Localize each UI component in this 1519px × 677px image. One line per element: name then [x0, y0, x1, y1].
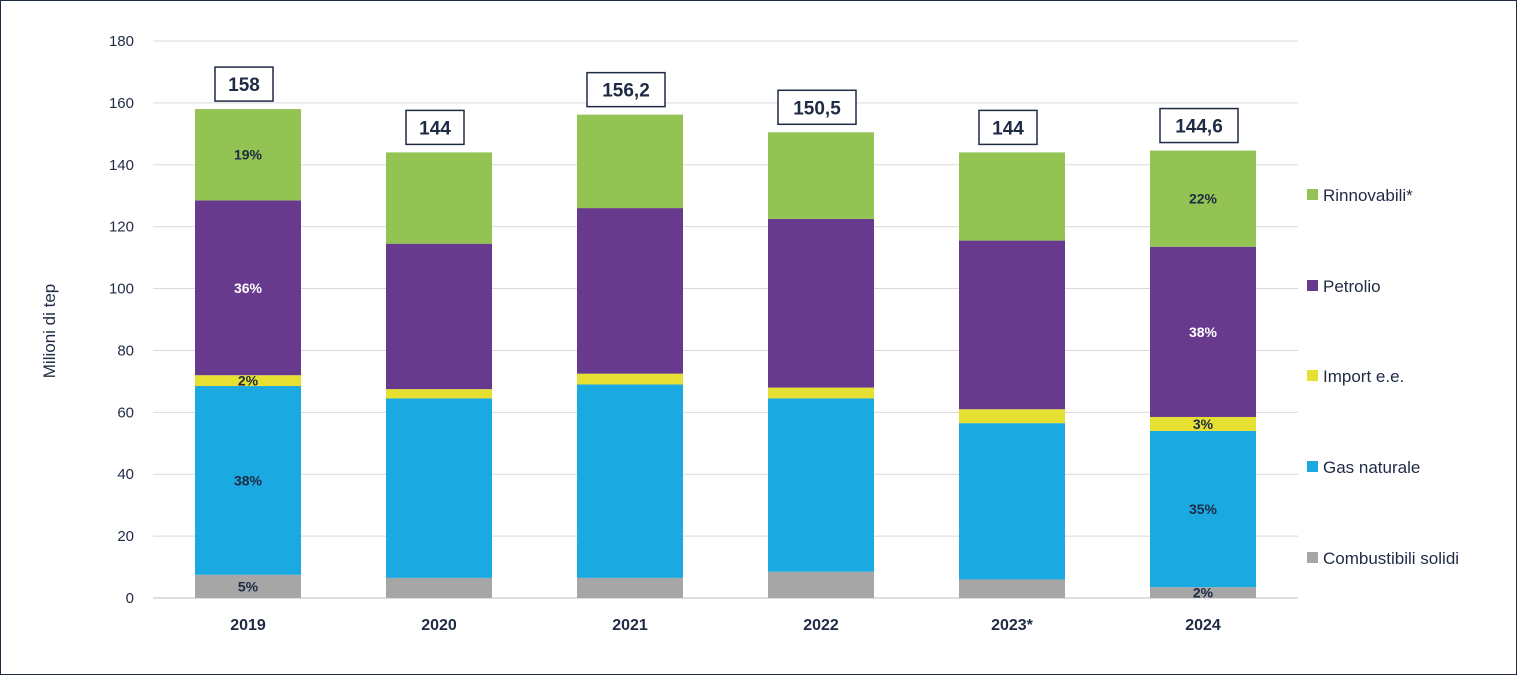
y-axis-title: Milioni di tep [40, 284, 59, 379]
legend-label: Petrolio [1323, 277, 1381, 296]
bar-segment-gas-naturale [386, 398, 492, 578]
y-tick-label: 80 [117, 342, 134, 359]
total-labels: 158 144 156,2 150,5 144 144,6 [214, 66, 1239, 146]
total-value-label: 144 [992, 118, 1024, 139]
bar-segment-petrolio [959, 240, 1065, 410]
bar-segment-rinnovabili- [768, 132, 874, 219]
bar-segment-gas-naturale [195, 386, 301, 575]
bar-segment-import-e-e- [1150, 416, 1256, 431]
total-value-label: 144 [419, 118, 451, 139]
grid-lines [153, 40, 1298, 599]
bars [195, 109, 1256, 598]
bar-segment-gas-naturale [768, 398, 874, 572]
y-tick-label: 40 [117, 466, 134, 483]
bar-segment-import-e-e- [959, 409, 1065, 424]
y-tick-label: 100 [109, 281, 134, 298]
bar-segment-combustibili-solidi [577, 577, 683, 598]
bar-segment-rinnovabili- [386, 152, 492, 244]
y-tick-label: 60 [117, 404, 134, 421]
total-value-box [405, 109, 465, 146]
total-value-label: 150,5 [793, 98, 841, 119]
bar-segment-gas-naturale [1150, 430, 1256, 588]
legend-swatch [1307, 461, 1318, 472]
y-tick-label: 20 [117, 528, 134, 545]
total-value-label: 144,6 [1175, 117, 1223, 138]
bar-segment-gas-naturale [959, 423, 1065, 580]
legend-swatch [1307, 280, 1318, 291]
total-value-box [214, 66, 274, 102]
x-category-label: 2020 [421, 617, 457, 634]
y-tick-label: 180 [109, 33, 134, 50]
segment-percent-label: 38% [234, 472, 263, 488]
total-value-label: 156,2 [602, 81, 650, 102]
bar-segment-combustibili-solidi [195, 574, 301, 598]
x-axis-categories: 2019 2020 2021 2022 2023* 2024 [230, 617, 1221, 634]
bar-segment-combustibili-solidi [959, 579, 1065, 598]
bar-segment-rinnovabili- [195, 109, 301, 201]
y-tick-label: 160 [109, 95, 134, 112]
legend: Rinnovabili* Petrolio Import e.e. Gas natur… [1307, 186, 1459, 568]
bar-segment-import-e-e- [195, 375, 301, 387]
bar-segment-petrolio [577, 208, 683, 374]
total-value-box [978, 109, 1038, 146]
bar-segment-combustibili-solidi [1150, 587, 1256, 598]
y-tick-label: 0 [126, 590, 134, 607]
legend-label: Gas naturale [1323, 458, 1420, 477]
legend-label: Combustibili solidi [1323, 549, 1459, 568]
x-category-label: 2022 [803, 617, 839, 634]
segment-percent-label: 2% [1193, 585, 1214, 601]
total-value-box [777, 89, 857, 126]
bar-segment-import-e-e- [577, 373, 683, 385]
segment-percent-label: 22% [1189, 191, 1218, 207]
bar-segment-rinnovabili- [959, 152, 1065, 241]
total-value-box [1159, 107, 1239, 144]
legend-swatch [1307, 552, 1318, 563]
total-value-box [586, 71, 666, 108]
bar-segment-gas-naturale [577, 384, 683, 578]
segment-percent-label: 19% [234, 147, 263, 163]
segment-percent-label: 38% [1189, 324, 1218, 340]
legend-label: Rinnovabili* [1323, 186, 1413, 205]
bar-segment-rinnovabili- [1150, 150, 1256, 247]
bar-segment-petrolio [386, 243, 492, 390]
legend-swatch [1307, 189, 1318, 200]
segment-percent-label: 3% [1193, 416, 1214, 432]
bar-segment-petrolio [1150, 246, 1256, 417]
y-axis-ticks: 0 20 40 60 80 100 120 140 160 180 [109, 33, 134, 607]
segment-percent-label: 35% [1189, 501, 1218, 517]
bar-segment-petrolio [768, 218, 874, 388]
bar-segment-import-e-e- [768, 387, 874, 399]
segment-labels: 5% 38% 2% 36% 19% 2% 35% 3% 38% 22% [234, 147, 1218, 601]
segment-percent-label: 36% [234, 280, 263, 296]
legend-swatch [1307, 370, 1318, 381]
legend-label: Import e.e. [1323, 367, 1404, 386]
bar-segment-combustibili-solidi [768, 571, 874, 598]
bar-segment-petrolio [195, 200, 301, 376]
bar-segment-rinnovabili- [577, 114, 683, 209]
segment-percent-label: 2% [238, 373, 259, 389]
segment-percent-label: 5% [238, 578, 259, 594]
y-tick-label: 140 [109, 157, 134, 174]
x-category-label: 2021 [612, 617, 648, 634]
total-value-label: 158 [228, 75, 260, 96]
x-category-label: 2019 [230, 617, 266, 634]
x-category-label: 2023* [991, 617, 1034, 634]
bar-segment-import-e-e- [386, 389, 492, 399]
x-category-label: 2024 [1185, 617, 1221, 634]
bar-segment-combustibili-solidi [386, 577, 492, 598]
y-tick-label: 120 [109, 219, 134, 236]
